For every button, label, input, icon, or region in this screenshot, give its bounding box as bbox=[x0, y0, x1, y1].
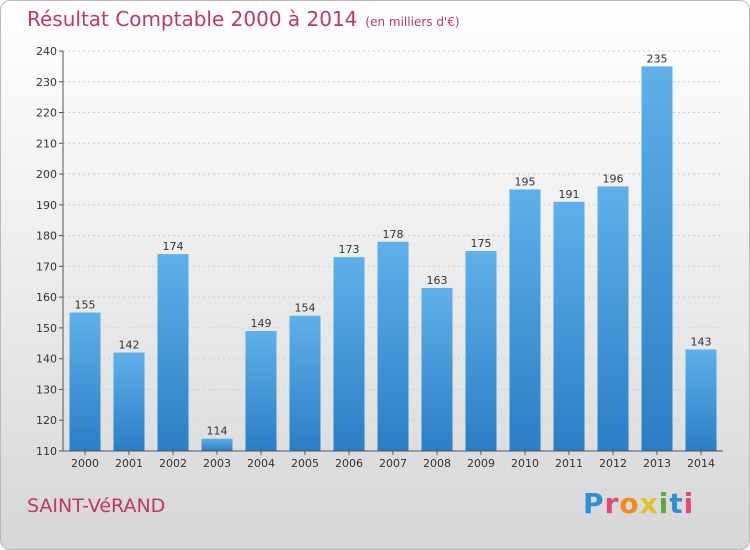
data-label: 154 bbox=[295, 302, 316, 315]
proxiti-logo: Proxiti bbox=[583, 487, 694, 520]
y-tick-label: 200 bbox=[36, 168, 57, 181]
data-label: 155 bbox=[75, 299, 96, 312]
x-tick-label: 2009 bbox=[467, 457, 495, 470]
bar-2008 bbox=[421, 287, 453, 451]
bar-2003 bbox=[201, 438, 233, 451]
y-tick-label: 120 bbox=[36, 414, 57, 427]
bar-2009 bbox=[465, 251, 497, 451]
data-label: 195 bbox=[515, 175, 536, 188]
bar-2007 bbox=[377, 241, 409, 451]
bar-2011 bbox=[553, 201, 585, 451]
bars bbox=[69, 66, 717, 451]
chart-title: Résultat Comptable 2000 à 2014 (en millie… bbox=[27, 7, 460, 31]
bar-2014 bbox=[685, 349, 717, 451]
y-tick-label: 230 bbox=[36, 76, 57, 89]
bar-2012 bbox=[597, 186, 629, 451]
logo-letter: x bbox=[639, 487, 659, 520]
x-tick-label: 2010 bbox=[511, 457, 539, 470]
x-tick-label: 2001 bbox=[115, 457, 143, 470]
data-label: 175 bbox=[471, 237, 492, 250]
x-tick-label: 2005 bbox=[291, 457, 319, 470]
logo-letter: r bbox=[604, 487, 620, 520]
bar-2001 bbox=[113, 352, 145, 451]
y-tick-label: 130 bbox=[36, 383, 57, 396]
bar-2013 bbox=[641, 66, 673, 451]
data-label: 235 bbox=[647, 52, 668, 65]
y-tick-label: 220 bbox=[36, 107, 57, 120]
x-tick-label: 2007 bbox=[379, 457, 407, 470]
axes: 110 120 130 140 150 160 170 180 190 200 210 220 230 2… bbox=[36, 45, 723, 470]
data-labels: 155 142 174 114 149 154 173 178 163 175 195 191 196 2… bbox=[75, 52, 712, 437]
city-name: SAINT-VéRAND bbox=[27, 495, 166, 517]
data-label: 196 bbox=[603, 172, 624, 185]
chart-subtitle: (en milliers d'€) bbox=[365, 15, 460, 29]
data-label: 163 bbox=[427, 274, 448, 287]
data-label: 178 bbox=[383, 228, 404, 241]
logo-letter: i bbox=[683, 487, 695, 520]
logo-letter: t bbox=[669, 487, 684, 520]
logo-letter: P bbox=[583, 487, 605, 520]
y-tick-label: 210 bbox=[36, 137, 57, 150]
data-label: 191 bbox=[559, 188, 580, 201]
x-tick-label: 2006 bbox=[335, 457, 363, 470]
y-tick-label: 150 bbox=[36, 322, 57, 335]
bar-2010 bbox=[509, 189, 541, 451]
chart-title-text: Résultat Comptable 2000 à 2014 bbox=[27, 7, 358, 31]
y-tick-label: 110 bbox=[36, 445, 57, 458]
x-tick-label: 2011 bbox=[555, 457, 583, 470]
bar-2005 bbox=[289, 315, 321, 451]
y-tick-label: 140 bbox=[36, 353, 57, 366]
bar-2002 bbox=[157, 254, 189, 451]
logo-letter: o bbox=[619, 487, 640, 520]
y-tick-label: 240 bbox=[36, 45, 57, 58]
x-tick-label: 2002 bbox=[159, 457, 187, 470]
data-label: 174 bbox=[163, 240, 184, 253]
bar-2000 bbox=[69, 312, 101, 451]
x-tick-label: 2008 bbox=[423, 457, 451, 470]
data-label: 142 bbox=[119, 339, 140, 352]
x-tick-label: 2013 bbox=[643, 457, 671, 470]
bar-2006 bbox=[333, 257, 365, 451]
y-tick-label: 170 bbox=[36, 260, 57, 273]
x-tick-label: 2004 bbox=[247, 457, 275, 470]
x-tick-label: 2012 bbox=[599, 457, 627, 470]
bar-2004 bbox=[245, 331, 277, 451]
x-tick-label: 2003 bbox=[203, 457, 231, 470]
data-label: 149 bbox=[251, 317, 272, 330]
logo-letter: i bbox=[658, 487, 670, 520]
y-tick-label: 190 bbox=[36, 199, 57, 212]
x-tick-label: 2000 bbox=[71, 457, 99, 470]
y-tick-label: 180 bbox=[36, 230, 57, 243]
data-label: 143 bbox=[691, 335, 712, 348]
x-tick-label: 2014 bbox=[687, 457, 715, 470]
data-label: 173 bbox=[339, 243, 360, 256]
data-label: 114 bbox=[207, 425, 228, 438]
y-tick-label: 160 bbox=[36, 291, 57, 304]
